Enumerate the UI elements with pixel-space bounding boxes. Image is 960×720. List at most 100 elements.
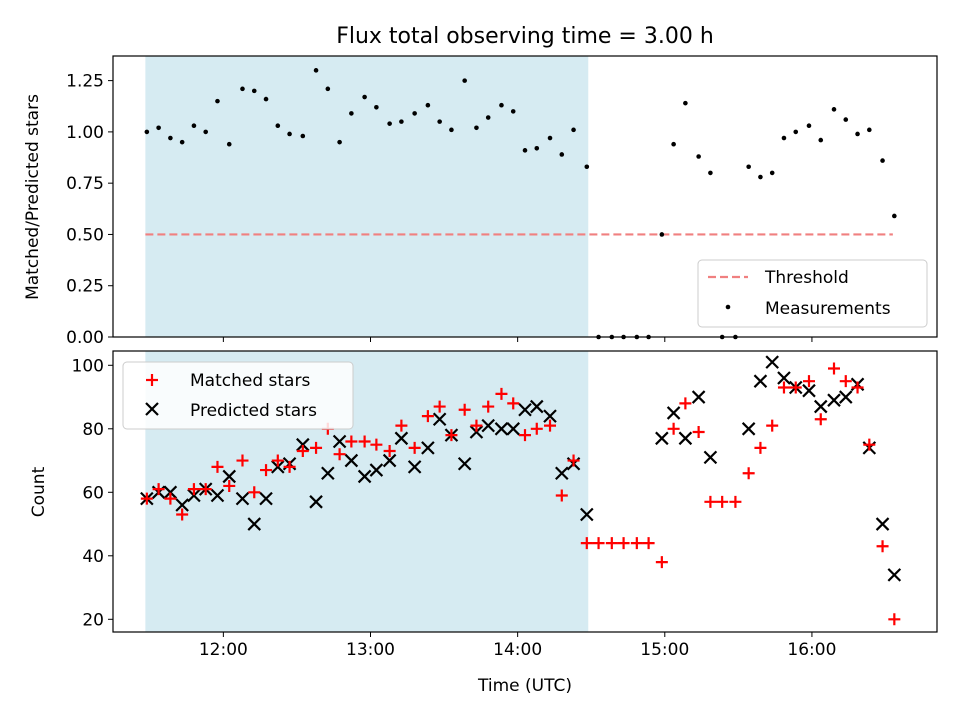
matched-stars-point — [814, 413, 827, 426]
matched-stars-point — [630, 537, 643, 550]
measurement-point — [659, 232, 665, 237]
measurement-point — [534, 145, 540, 151]
measurement-point — [240, 86, 245, 92]
matched-stars-point — [692, 425, 705, 438]
measurement-point — [203, 129, 208, 135]
measurement-point — [251, 88, 257, 94]
measurement-point — [263, 96, 269, 102]
matched-stars-point — [729, 495, 742, 508]
predicted-stars-point — [369, 463, 384, 477]
matched-stars-point — [470, 419, 483, 432]
measurement-point — [485, 115, 491, 120]
count-y-ticks: 20 40 60 80 100 — [72, 356, 113, 630]
measurement-point — [696, 154, 701, 159]
measurement-point — [547, 135, 553, 141]
matched-stars-point — [296, 445, 309, 458]
predicted-stars-point — [555, 466, 569, 481]
matched-stars-point — [704, 495, 717, 508]
x-axis-label: Time (UTC) — [477, 676, 572, 696]
count-x-ticks: 12:00 13:00 14:00 15:00 16:00 — [199, 632, 836, 660]
measurement-point — [144, 129, 150, 135]
predicted-stars-point — [382, 453, 397, 468]
predicted-stars-point — [703, 450, 718, 465]
measurement-point — [325, 86, 331, 92]
measurement-point — [275, 123, 281, 129]
measurement-point — [156, 125, 161, 131]
matched-stars-point — [876, 540, 889, 553]
matched-stars-point — [482, 400, 495, 413]
predicted-stars-point — [813, 399, 828, 414]
matched-stars-point — [592, 537, 605, 550]
matched-stars-point — [507, 397, 520, 410]
count-x-tick-label: 16:00 — [787, 640, 836, 660]
predicted-stars-point — [691, 390, 706, 404]
measurement-point — [462, 78, 467, 83]
predicted-stars-point — [469, 425, 484, 439]
ratio-y-tick-label: 0.00 — [66, 328, 104, 348]
matched-stars-point — [433, 400, 446, 413]
matched-stars-point — [152, 483, 165, 496]
measurement-point — [362, 94, 367, 100]
predicted-stars-point — [296, 437, 310, 452]
count-y-tick-label: 80 — [82, 420, 104, 440]
matched-stars-point — [617, 537, 630, 550]
measurement-point — [425, 102, 431, 108]
measurement-point — [215, 98, 220, 104]
matched-stars-point — [345, 435, 358, 448]
matched-stars-point — [667, 422, 680, 435]
threshold-legend-label: Threshold — [764, 268, 849, 288]
predicted-stars-point — [175, 498, 189, 512]
predicted-stars-point — [344, 453, 359, 468]
measurement-point — [510, 109, 516, 114]
predicted-stars-point — [655, 431, 669, 446]
matched-stars-point — [271, 454, 284, 467]
count-y-tick-label: 20 — [82, 610, 104, 630]
measurement-point — [831, 107, 837, 112]
matched-stars-point — [176, 508, 189, 521]
matched-stars-point — [421, 410, 434, 423]
predicted-stars-point — [494, 422, 509, 436]
matched-stars-point — [283, 460, 296, 473]
matched-stars-point — [140, 492, 153, 505]
predicted-stars-point — [163, 485, 178, 500]
measurement-point — [867, 127, 872, 133]
measurement-point — [179, 139, 185, 145]
matched-stars-point — [679, 397, 692, 410]
matched-stars-point — [839, 375, 852, 388]
predicted-stars-point — [678, 431, 693, 446]
measurement-point — [584, 164, 590, 170]
predicted-stars-point — [481, 418, 495, 433]
ratio-axes-frame — [112, 55, 938, 338]
ratio-y-axis-label: Matched/Predicted stars — [23, 94, 43, 300]
predicted-stars-point — [827, 393, 841, 407]
predicted-stars-point — [247, 517, 262, 531]
measurement-point — [880, 158, 885, 163]
matched-legend-marker — [146, 374, 158, 386]
matched-legend-label: Matched stars — [190, 371, 310, 391]
measurement-point — [191, 123, 197, 129]
predicted-stars-point — [421, 441, 435, 455]
measurement-point — [168, 135, 173, 141]
predicted-legend-label: Predicted stars — [190, 401, 317, 421]
matched-stars-point — [716, 495, 729, 508]
count-subplot: 20 40 60 80 100 12:00 13:00 14:00 15:00 16:00 Co… — [29, 350, 938, 696]
count-x-tick-label: 13:00 — [346, 640, 395, 660]
ratio-y-tick-label: 0.75 — [66, 174, 104, 194]
matched-stars-point — [164, 492, 177, 505]
measurement-point — [758, 174, 763, 180]
predicted-stars-point — [802, 383, 816, 398]
matched-stars-point — [458, 403, 471, 416]
measurement-point — [746, 164, 751, 170]
matched-stars-point — [530, 422, 543, 435]
count-legend-frame — [122, 361, 354, 430]
measurement-point — [671, 141, 676, 147]
matched-stars-point — [236, 454, 249, 467]
measurement-point — [449, 127, 454, 133]
ratio-y-tick-label: 0.50 — [66, 225, 104, 245]
predicted-stars-point — [741, 422, 756, 436]
ratio-legend: Threshold Measurements — [697, 259, 928, 328]
predicted-stars-point — [235, 491, 250, 506]
ratio-y-tick-label: 0.25 — [66, 277, 104, 297]
matched-stars-point — [223, 479, 236, 492]
measurement-point — [337, 139, 342, 145]
